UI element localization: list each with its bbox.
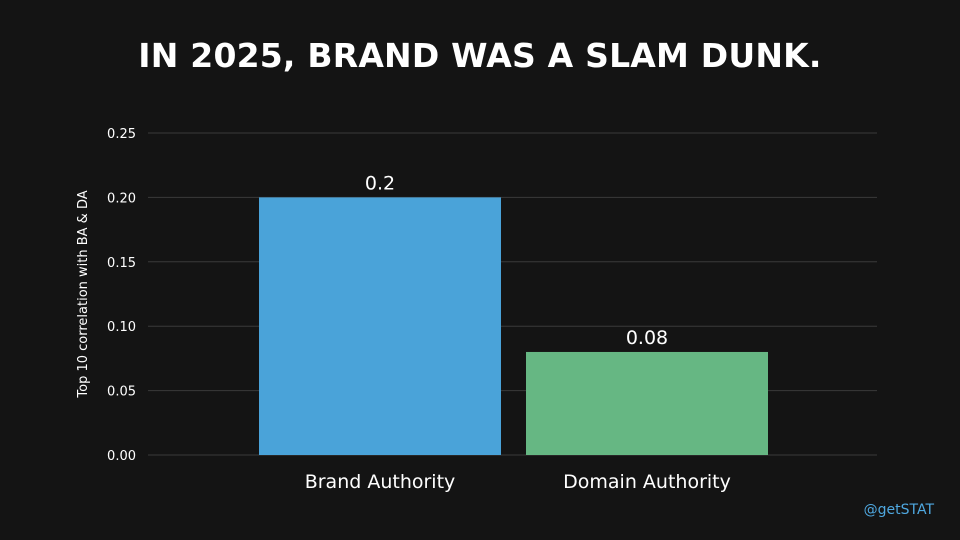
bar-value-label: 0.08 <box>626 327 668 349</box>
x-tick-label: Domain Authority <box>563 471 731 493</box>
bar-value-label: 0.2 <box>365 172 395 194</box>
chart-title: IN 2025, BRAND WAS A SLAM DUNK. <box>138 36 822 75</box>
y-tick-label: 0.10 <box>107 320 136 335</box>
y-tick-label: 0.05 <box>107 385 136 400</box>
y-tick-label: 0.00 <box>107 449 136 464</box>
watermark: @getSTAT <box>863 502 934 518</box>
y-axis-ticks: 0.00 0.05 0.10 0.15 0.20 0.25 <box>107 127 136 464</box>
bar <box>526 351 768 455</box>
bars: 0.2 0.08 <box>259 172 768 455</box>
y-axis-label: Top 10 correlation with BA & DA <box>76 190 91 398</box>
x-axis-ticks: Brand Authority Domain Authority <box>305 471 731 493</box>
y-tick-label: 0.15 <box>107 256 136 271</box>
y-tick-label: 0.20 <box>107 191 136 206</box>
x-tick-label: Brand Authority <box>305 471 456 493</box>
y-tick-label: 0.25 <box>107 127 136 142</box>
bar <box>259 197 501 455</box>
